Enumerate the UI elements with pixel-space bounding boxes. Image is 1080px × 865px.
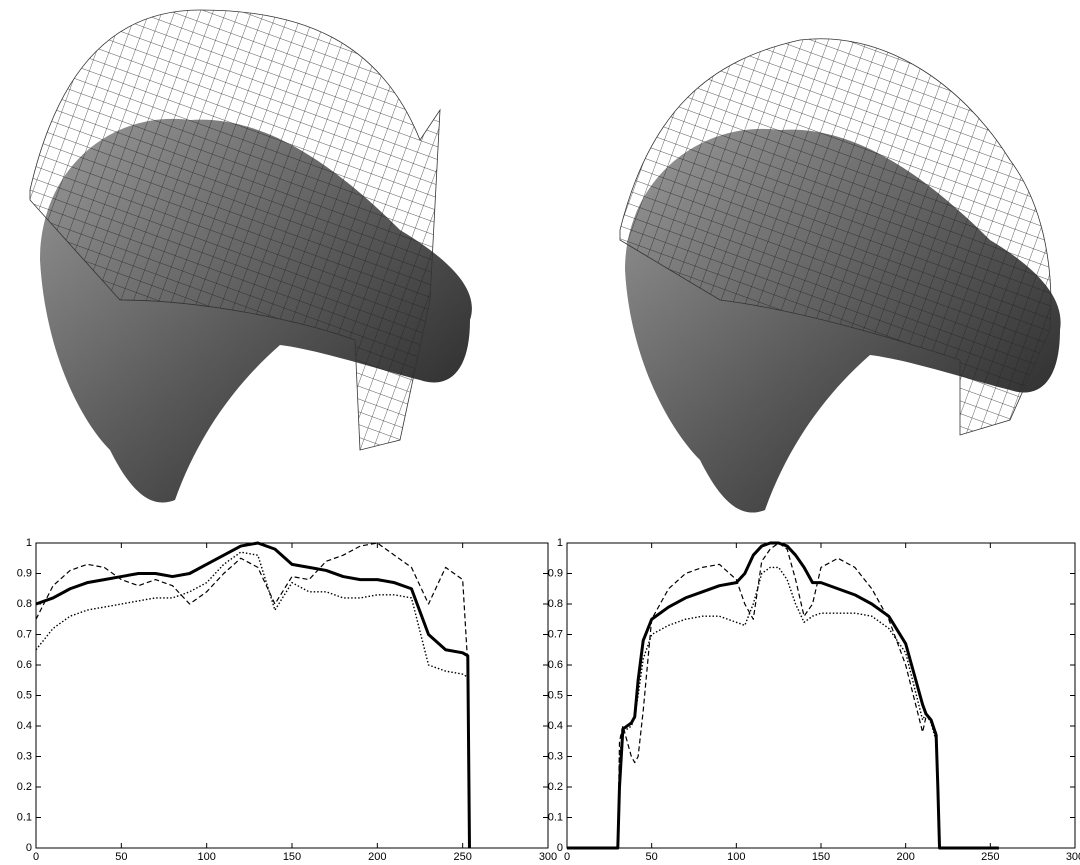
series-line — [36, 543, 469, 848]
x-tick-label: 300 — [1066, 851, 1080, 863]
x-tick-label: 250 — [453, 851, 471, 863]
y-tick-label: 0.5 — [17, 689, 32, 701]
series-line — [567, 543, 999, 848]
face-render-right — [620, 39, 1061, 513]
y-tick-label: 0.8 — [548, 598, 563, 610]
series-line — [36, 552, 469, 848]
x-tick-label: 50 — [646, 851, 658, 863]
page: {"chart_data": [ {"type": "line", "x": [… — [0, 0, 1080, 865]
y-tick-label: 0.8 — [17, 598, 32, 610]
y-tick-label: 0.9 — [17, 567, 32, 579]
x-tick-label: 300 — [539, 851, 557, 863]
plot-frame — [36, 543, 548, 848]
y-tick-label: 0.3 — [548, 750, 563, 762]
y-tick-label: 0.6 — [548, 659, 563, 671]
y-tick-label: 0 — [26, 842, 32, 854]
x-tick-label: 250 — [981, 851, 999, 863]
y-tick-label: 0.4 — [17, 720, 32, 732]
y-tick-label: 0 — [557, 842, 563, 854]
x-tick-label: 50 — [115, 851, 127, 863]
x-tick-label: 100 — [197, 851, 215, 863]
y-tick-label: 0.1 — [17, 811, 32, 823]
x-tick-label: 200 — [896, 851, 914, 863]
y-tick-label: 1 — [557, 537, 563, 549]
y-tick-label: 0.2 — [17, 781, 32, 793]
face-render-left — [30, 10, 472, 503]
x-tick-label: 0 — [33, 851, 39, 863]
x-tick-label: 100 — [727, 851, 745, 863]
x-tick-label: 0 — [564, 851, 570, 863]
y-tick-label: 0.3 — [17, 750, 32, 762]
x-tick-label: 200 — [368, 851, 386, 863]
y-tick-label: 0.1 — [548, 811, 563, 823]
y-tick-label: 0.9 — [548, 567, 563, 579]
figure: 00.10.20.30.40.50.60.70.80.9105010015020… — [0, 0, 1080, 865]
x-tick-label: 150 — [283, 851, 301, 863]
y-tick-label: 0.7 — [17, 628, 32, 640]
y-tick-label: 1 — [26, 537, 32, 549]
x-tick-label: 150 — [812, 851, 830, 863]
y-tick-label: 0.2 — [548, 781, 563, 793]
y-tick-label: 0.5 — [548, 689, 563, 701]
series-line — [567, 567, 999, 848]
y-tick-label: 0.7 — [548, 628, 563, 640]
plot-frame — [567, 543, 1075, 848]
series-line — [567, 543, 999, 848]
series-line — [36, 543, 469, 848]
y-tick-label: 0.4 — [548, 720, 563, 732]
y-tick-label: 0.6 — [17, 659, 32, 671]
